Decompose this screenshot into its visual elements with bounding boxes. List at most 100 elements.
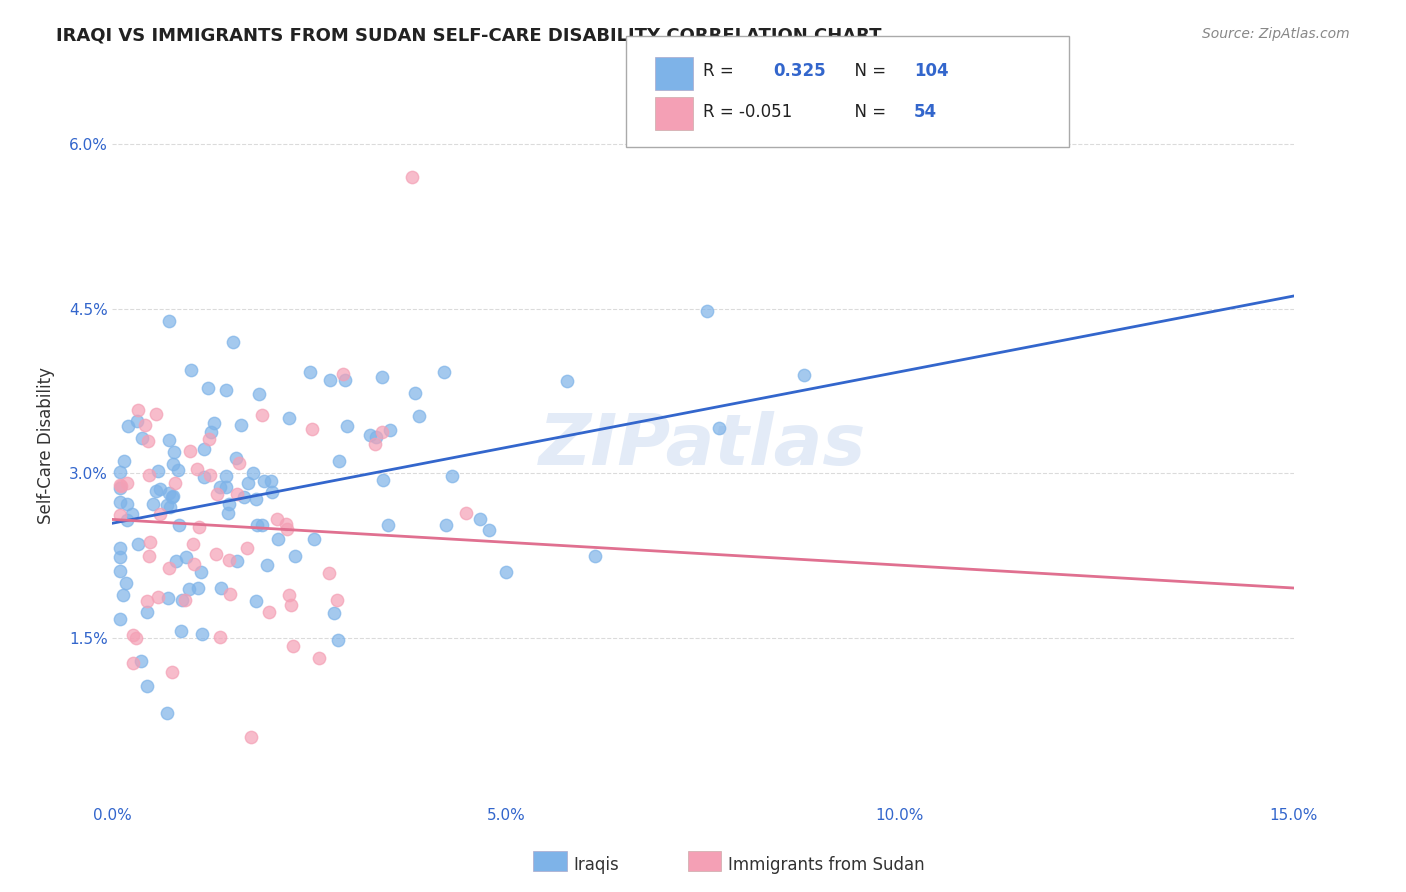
Point	[138, 468, 160, 483]
Point	[434, 517, 457, 532]
Point	[183, 557, 205, 571]
Point	[322, 606, 344, 620]
Point	[232, 490, 254, 504]
Point	[332, 367, 354, 381]
Point	[115, 476, 138, 491]
Point	[111, 588, 134, 602]
Point	[174, 593, 197, 607]
Point	[110, 565, 132, 579]
Point	[371, 370, 394, 384]
Point	[215, 480, 238, 494]
Point	[134, 417, 156, 432]
Point	[136, 605, 159, 619]
Point	[193, 442, 215, 457]
Point	[156, 706, 179, 720]
Y-axis label: Self-Care Disability: Self-Care Disability	[37, 368, 55, 524]
Point	[401, 169, 423, 184]
Point	[259, 475, 281, 489]
Point	[260, 484, 283, 499]
Point	[495, 565, 517, 579]
Point	[242, 466, 264, 480]
Point	[228, 457, 250, 471]
Point	[197, 433, 219, 447]
Point	[359, 428, 381, 442]
Point	[204, 547, 226, 561]
Point	[277, 588, 299, 602]
Point	[129, 654, 152, 668]
Point	[278, 410, 301, 425]
Point	[191, 627, 214, 641]
Point	[162, 457, 184, 471]
Point	[318, 566, 340, 580]
Point	[156, 591, 179, 605]
Point	[555, 374, 578, 388]
Point	[177, 582, 200, 596]
Point	[110, 479, 132, 493]
Point	[121, 656, 143, 670]
Point	[169, 518, 191, 533]
Text: Iraqis: Iraqis	[574, 856, 620, 874]
Point	[404, 386, 426, 401]
Point	[478, 523, 501, 537]
Point	[209, 630, 232, 644]
Point	[165, 554, 187, 568]
Point	[364, 436, 387, 450]
Point	[250, 518, 273, 533]
Point	[110, 478, 132, 492]
Point	[127, 403, 149, 417]
Point	[110, 508, 132, 522]
Text: R =: R =	[703, 62, 740, 80]
Text: Immigrants from Sudan: Immigrants from Sudan	[728, 856, 925, 874]
Point	[146, 590, 169, 604]
Point	[333, 373, 356, 387]
Point	[170, 592, 193, 607]
Point	[218, 553, 240, 567]
Point	[136, 594, 159, 608]
Point	[281, 639, 304, 653]
Point	[186, 462, 208, 476]
Point	[160, 490, 183, 504]
Point	[163, 476, 186, 491]
Point	[253, 475, 276, 489]
Point	[328, 453, 350, 467]
Point	[371, 425, 394, 439]
Point	[280, 598, 302, 612]
Point	[157, 561, 180, 575]
Point	[266, 512, 288, 526]
Point	[110, 612, 132, 626]
Text: 54: 54	[914, 103, 936, 120]
Point	[696, 303, 718, 318]
Point	[197, 381, 219, 395]
Point	[110, 550, 132, 565]
Point	[198, 467, 221, 482]
Point	[267, 532, 290, 546]
Point	[159, 500, 181, 514]
Point	[207, 487, 229, 501]
Point	[170, 624, 193, 638]
Point	[179, 443, 201, 458]
Point	[162, 489, 184, 503]
Point	[468, 512, 491, 526]
Point	[433, 365, 456, 379]
Point	[110, 481, 132, 495]
Point	[190, 565, 212, 579]
Text: 0.325: 0.325	[773, 62, 825, 80]
Point	[236, 541, 259, 555]
Point	[181, 537, 204, 551]
Point	[142, 497, 165, 511]
Text: R = -0.051: R = -0.051	[703, 103, 792, 120]
Point	[583, 549, 606, 563]
Point	[115, 513, 138, 527]
Point	[256, 558, 278, 572]
Point	[454, 506, 477, 520]
Point	[284, 549, 307, 563]
Point	[174, 549, 197, 564]
Point	[149, 482, 172, 496]
Point	[117, 497, 139, 511]
Point	[145, 407, 167, 421]
Point	[245, 491, 267, 506]
Point	[139, 534, 162, 549]
Point	[114, 575, 136, 590]
Point	[214, 384, 236, 398]
Point	[121, 507, 143, 521]
